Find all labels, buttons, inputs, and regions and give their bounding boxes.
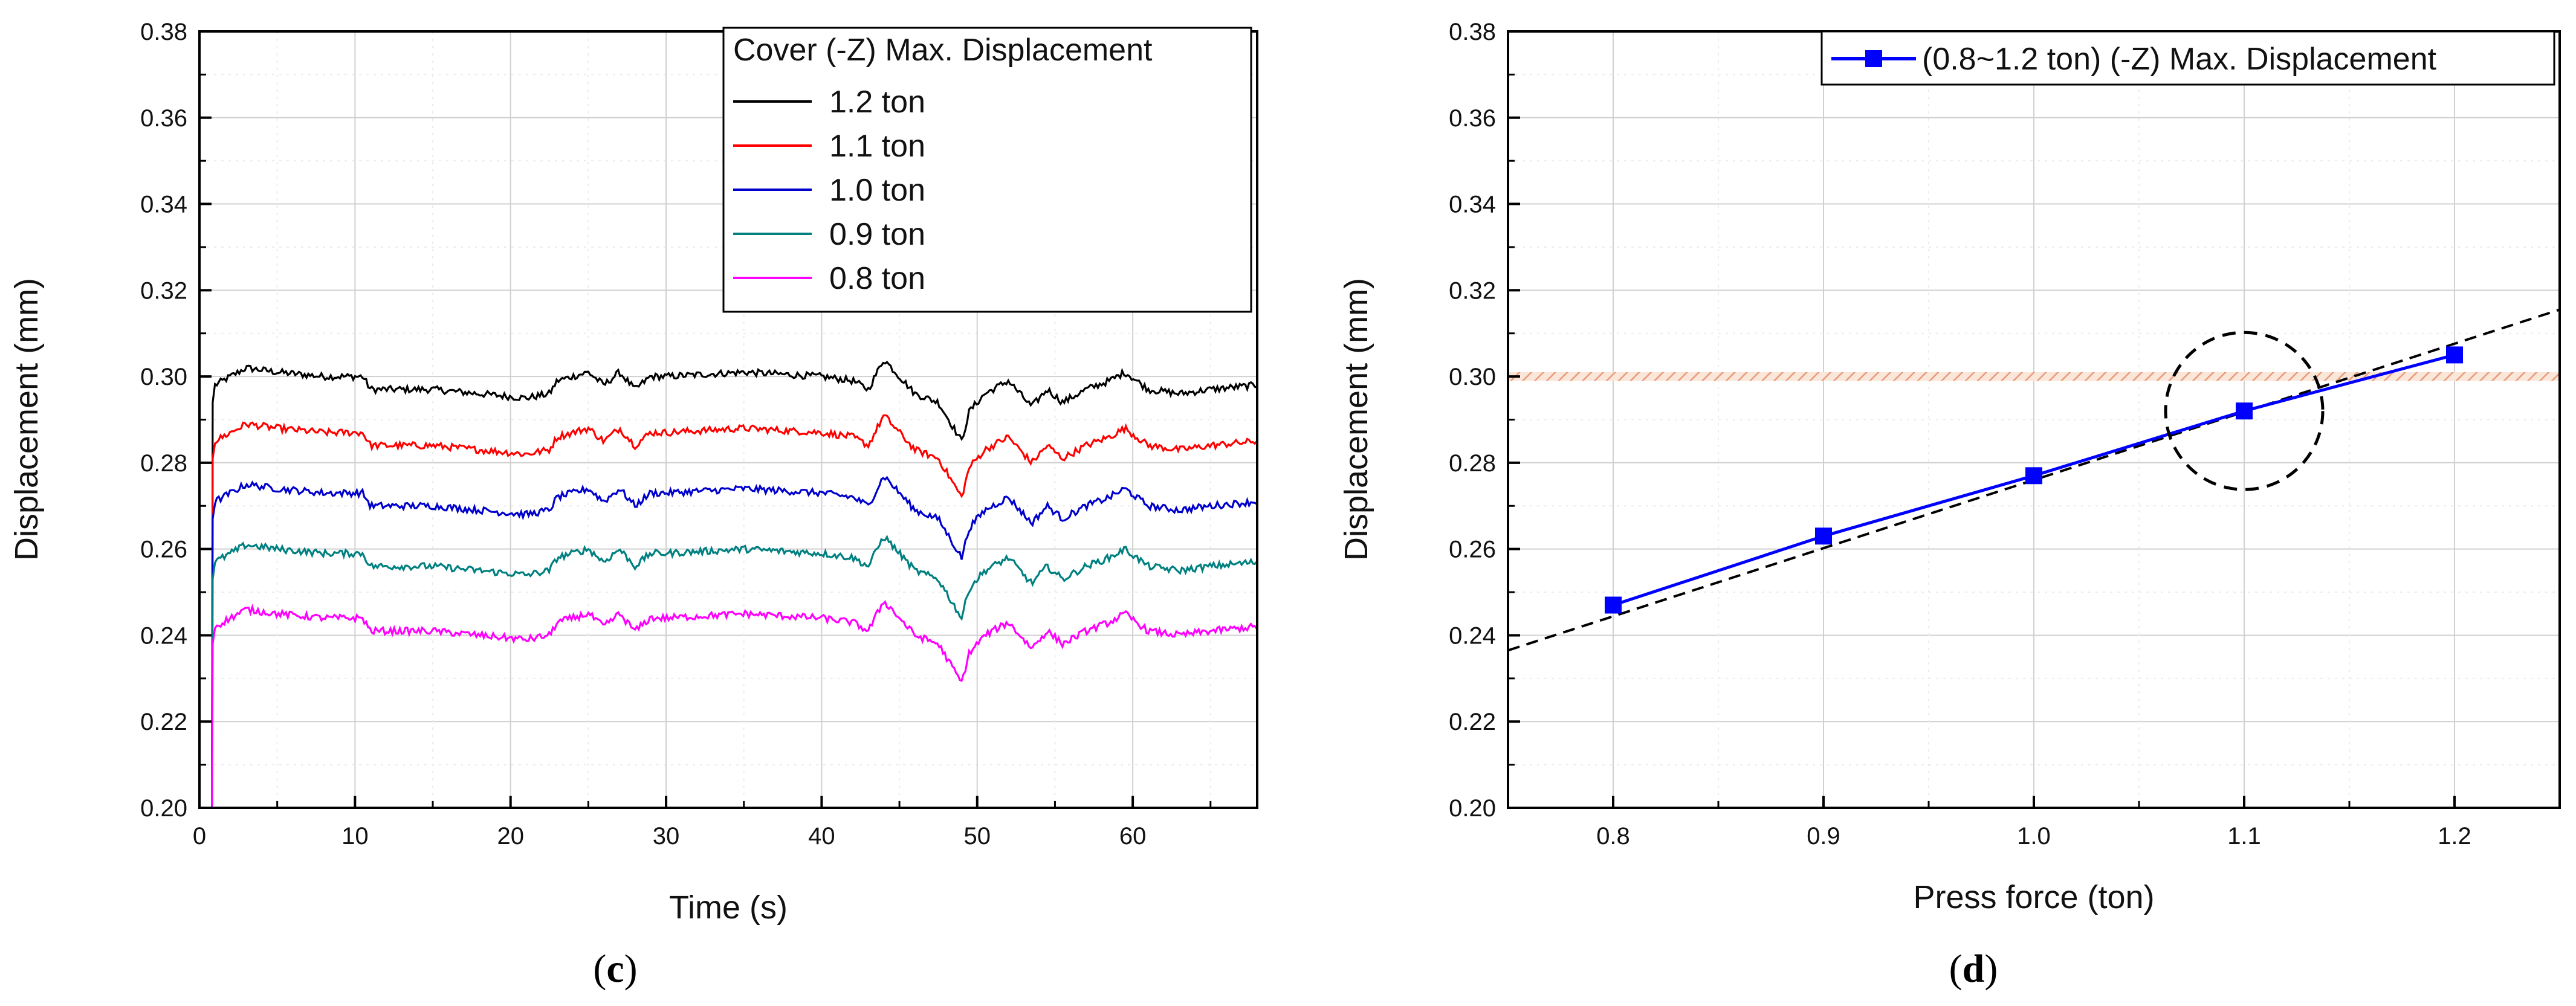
c-legend-label: 1.0 ton: [829, 173, 925, 208]
c-x-axis-label: Time (s): [669, 889, 788, 926]
d-x-tick-label: 1.0: [2017, 823, 2051, 850]
c-legend-label: 1.1 ton: [829, 129, 925, 164]
d-x-axis-label: Press force (ton): [1913, 879, 2154, 915]
d-legend-box: [1820, 30, 2555, 86]
c-x-tick-label: 0: [193, 823, 206, 850]
d-legend: (0.8~1.2 ton) (-Z) Max. Displacement: [1820, 30, 2555, 86]
c-y-tick-label: 0.38: [140, 19, 187, 45]
d-legend-label: (0.8~1.2 ton) (-Z) Max. Displacement: [1922, 42, 2437, 77]
d-y-tick-label: 0.20: [1449, 795, 1496, 822]
c-series-line-1-0-ton: [211, 476, 1257, 808]
c-x-tick-label: 10: [341, 823, 369, 850]
d-y-tick-label: 0.34: [1449, 192, 1496, 218]
c-series-line-1-1-ton: [211, 414, 1257, 808]
d-y-tick-label: 0.22: [1449, 709, 1496, 735]
c-legend: Cover (-Z) Max. Displacement 1.2 ton 1.1 …: [722, 27, 1252, 313]
d-threshold-band: [1508, 372, 2560, 381]
c-series: [211, 360, 1257, 808]
c-y-tick-label: 0.36: [140, 105, 187, 132]
d-x-tick-label: 0.8: [1596, 823, 1630, 850]
c-y-tick-label: 0.20: [140, 795, 187, 822]
c-y-tick-label: 0.22: [140, 709, 187, 735]
c-series-line-0-9-ton: [211, 535, 1257, 808]
c-x-tick-label: 40: [808, 823, 835, 850]
c-caption-letter: c: [606, 947, 624, 991]
d-x-tick-label: 1.1: [2227, 823, 2261, 850]
d-data-point: [1815, 527, 1832, 545]
c-y-tick-label: 0.32: [140, 277, 187, 304]
d-y-tick-label: 0.24: [1449, 622, 1496, 649]
c-y-tick-label: 0.30: [140, 364, 187, 390]
d-y-tick-label: 0.30: [1449, 364, 1496, 390]
d-y-tick-label: 0.28: [1449, 450, 1496, 477]
d-y-tick-label: 0.38: [1449, 19, 1496, 45]
d-caption-letter: d: [1963, 947, 1985, 991]
c-legend-label: 0.9 ton: [829, 217, 925, 252]
c-caption: (c): [593, 947, 637, 991]
d-plot-content: [1508, 308, 2560, 652]
d-x-tick-label: 0.9: [1807, 823, 1840, 850]
chart-d: 0.20 0.22 0.24 0.26 0.28 0.30 0.32 0.34 0.36 0.38…: [1338, 19, 2561, 991]
chart-c: 0.20 0.22 0.24 0.26 0.28 0.30 0.32 0.34 0.36 0.38…: [8, 19, 1258, 991]
c-legend-label: 1.2 ton: [829, 85, 925, 120]
d-grid: [1507, 31, 2560, 808]
d-data-point: [2446, 346, 2463, 364]
d-x-tick-label: 1.2: [2438, 823, 2471, 850]
c-y-tick-label: 0.26: [140, 537, 187, 563]
c-x-tick-label: 20: [497, 823, 524, 850]
d-highlight-circle: [2164, 330, 2325, 491]
c-y-tick-label: 0.34: [140, 192, 187, 218]
d-legend-marker: [1865, 50, 1882, 67]
c-y-axis-label: Displacement (mm): [8, 278, 45, 561]
c-series-line-0-8-ton: [211, 599, 1257, 808]
c-legend-label: 0.8 ton: [829, 261, 925, 296]
c-y-tick-label: 0.24: [140, 622, 187, 649]
c-legend-box: [722, 27, 1252, 313]
d-caption: (d): [1949, 947, 1998, 991]
d-y-axis-label: Displacement (mm): [1338, 278, 1374, 561]
d-y-tick-label: 0.26: [1449, 537, 1496, 563]
d-data-point: [2025, 467, 2042, 485]
c-legend-items: 1.2 ton 1.1 ton 1.0 ton 0.9 ton 0.8 ton: [733, 85, 925, 296]
c-y-tick-label: 0.28: [140, 450, 187, 477]
d-y-tick-label: 0.32: [1449, 277, 1496, 304]
c-x-tick-label: 30: [653, 823, 680, 850]
c-series-line-1-2-ton: [211, 360, 1257, 808]
c-legend-title: Cover (-Z) Max. Displacement: [733, 33, 1153, 68]
d-ticks: 0.20 0.22 0.24 0.26 0.28 0.30 0.32 0.34 0.36 0.38…: [1449, 19, 2561, 850]
d-data-point: [2236, 402, 2253, 420]
d-y-tick-label: 0.36: [1449, 105, 1496, 132]
c-x-tick-label: 50: [964, 823, 991, 850]
d-data-point: [1605, 596, 1622, 614]
c-ticks: 0.20 0.22 0.24 0.26 0.28 0.30 0.32 0.34 0.36 0.38…: [140, 19, 1212, 850]
c-x-tick-label: 60: [1119, 823, 1147, 850]
